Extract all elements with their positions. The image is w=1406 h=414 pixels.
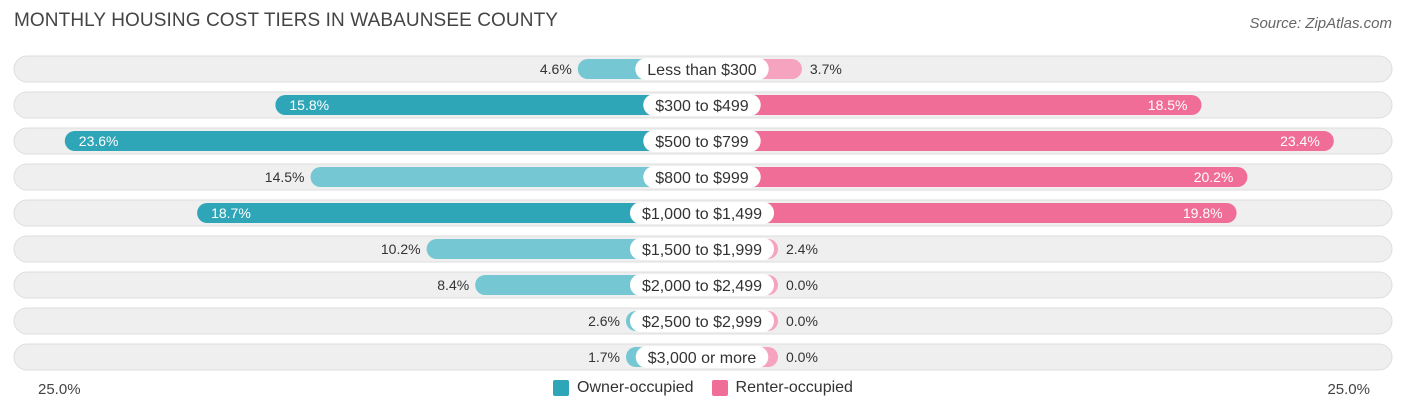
owner-value-label: 15.8% (289, 97, 329, 113)
category-pill (635, 346, 769, 368)
category-label: $1,000 to $1,499 (642, 206, 762, 223)
category-pill (643, 166, 761, 188)
renter-value-label: 19.8% (1183, 205, 1223, 221)
chart-source: Source: ZipAtlas.com (1249, 15, 1392, 32)
legend-label-owner: Owner-occupied (577, 379, 694, 396)
renter-bar[interactable] (702, 167, 1248, 187)
owner-value-label: 14.5% (265, 169, 305, 185)
axis-label-right: 25.0% (1327, 381, 1370, 398)
legend-item-owner[interactable]: Owner-occupied (553, 379, 694, 397)
axis-label-left: 25.0% (38, 381, 81, 398)
renter-value-label: 3.7% (810, 61, 842, 77)
legend-item-renter[interactable]: Renter-occupied (711, 379, 853, 397)
legend-label-renter: Renter-occupied (735, 379, 853, 396)
category-pill (629, 238, 775, 260)
owner-value-label: 1.7% (588, 349, 620, 365)
category-label: $800 to $999 (655, 170, 749, 187)
category-label: Less than $300 (647, 62, 757, 79)
owner-bar[interactable] (197, 203, 702, 223)
owner-value-label: 18.7% (211, 205, 251, 221)
chart-title: MONTHLY HOUSING COST TIERS IN WABAUNSEE … (14, 10, 559, 31)
owner-value-label: 2.6% (588, 313, 620, 329)
legend-swatch-owner (553, 380, 570, 396)
owner-bar[interactable] (275, 95, 702, 115)
owner-value-label: 4.6% (540, 61, 572, 77)
category-label: $300 to $499 (655, 98, 749, 115)
category-label: $2,000 to $2,499 (642, 278, 762, 295)
owner-value-label: 10.2% (381, 241, 421, 257)
category-label: $3,000 or more (648, 350, 757, 367)
category-pill (629, 202, 775, 224)
category-pill (643, 94, 761, 116)
category-label: $500 to $799 (655, 134, 749, 151)
renter-value-label: 2.4% (786, 241, 818, 257)
category-label: $2,500 to $2,999 (642, 314, 762, 331)
owner-value-label: 23.6% (79, 133, 119, 149)
renter-value-label: 0.0% (786, 313, 818, 329)
category-pill (629, 274, 775, 296)
renter-value-label: 23.4% (1280, 133, 1320, 149)
owner-bar[interactable] (64, 131, 703, 151)
owner-value-label: 8.4% (437, 277, 469, 293)
chart-legend: Owner-occupied Renter-occupied (0, 379, 1406, 397)
renter-value-label: 0.0% (786, 277, 818, 293)
category-pill (635, 58, 769, 80)
legend-swatch-renter (711, 380, 728, 396)
owner-bar[interactable] (310, 167, 703, 187)
renter-value-label: 0.0% (786, 349, 818, 365)
renter-value-label: 20.2% (1194, 169, 1234, 185)
renter-bar[interactable] (702, 203, 1237, 223)
category-label: $1,500 to $1,999 (642, 242, 762, 259)
renter-bar[interactable] (702, 131, 1334, 151)
category-pill (643, 130, 761, 152)
renter-bar[interactable] (702, 95, 1202, 115)
renter-value-label: 18.5% (1148, 97, 1188, 113)
category-pill (629, 310, 775, 332)
